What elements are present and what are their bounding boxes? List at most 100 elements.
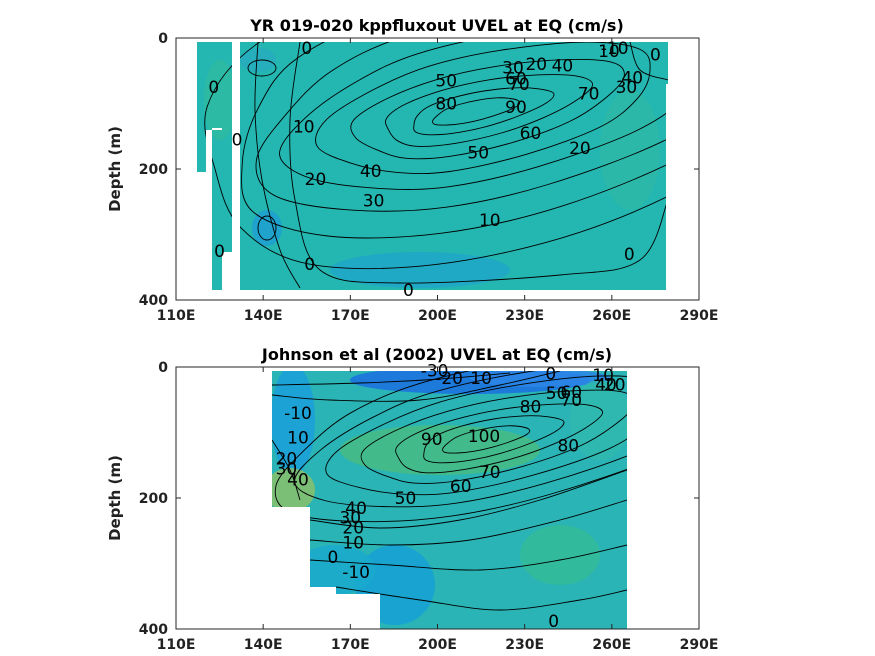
- chart-title: Johnson et al (2002) UVEL at EQ (cm/s): [261, 345, 612, 364]
- contour-label: -10: [601, 39, 629, 59]
- contour-label: 30: [339, 509, 361, 529]
- shade: [272, 371, 315, 475]
- contour-label: 20: [342, 519, 364, 539]
- contour-label: 60: [450, 477, 472, 497]
- contour-label: 50: [467, 144, 489, 164]
- contour-line: [204, 42, 668, 270]
- shade: [295, 545, 375, 595]
- contour-line: [360, 389, 627, 484]
- contour-label: 10: [470, 369, 492, 389]
- y-axis-label: Depth (m): [106, 126, 124, 212]
- contour-label: 20: [276, 450, 298, 470]
- contour-line: [272, 439, 301, 501]
- contour-line: [629, 42, 668, 81]
- contour-label: 10: [287, 429, 309, 449]
- contour-line: [309, 469, 627, 529]
- contour-label: 50: [435, 72, 457, 92]
- contour-line: [335, 586, 627, 611]
- contour-line: [272, 372, 511, 386]
- contour-line: [254, 42, 301, 289]
- contour-line: [279, 42, 668, 190]
- x-tick-label: 230E: [505, 308, 544, 324]
- velocity-field: [197, 42, 668, 290]
- y-tick-label: 400: [139, 622, 168, 638]
- contour-label: -30: [421, 361, 449, 381]
- contour-label: 10: [293, 117, 315, 137]
- contour-label: 60: [505, 70, 527, 90]
- x-tick-label: 230E: [505, 637, 544, 653]
- shade: [520, 525, 600, 585]
- contour-label: 40: [595, 376, 617, 396]
- x-tick-label: 290E: [680, 308, 719, 324]
- x-tick-label: 260E: [592, 308, 631, 324]
- contour-line: [350, 59, 625, 160]
- contour-label: 70: [560, 391, 582, 411]
- shade: [600, 90, 660, 210]
- contour-label: 20: [604, 376, 626, 396]
- contour-line: [274, 371, 627, 523]
- contour-line: [395, 403, 604, 474]
- contour-label: 80: [520, 397, 542, 417]
- contour-label: 0: [624, 245, 635, 265]
- y-tick-label: 200: [139, 491, 168, 507]
- contour-label: 40: [621, 68, 643, 88]
- y-tick-label: 400: [139, 293, 168, 309]
- shade: [330, 252, 510, 288]
- contour-label: 30: [616, 78, 638, 98]
- contour-line: [325, 375, 627, 496]
- contour-label: 10: [342, 534, 364, 554]
- x-tick-label: 140E: [244, 637, 283, 653]
- contour-label: 30: [502, 59, 524, 79]
- contour-line: [289, 42, 668, 284]
- contour-label: 0: [214, 242, 225, 262]
- x-tick-label: 260E: [592, 637, 631, 653]
- contour-label: 80: [557, 437, 579, 457]
- contour-label: 30: [363, 191, 385, 211]
- contour-label: 0: [301, 39, 312, 59]
- contour-label: -20: [435, 369, 463, 389]
- x-tick-label: 200E: [418, 308, 457, 324]
- contour-label: 100: [468, 427, 500, 447]
- contour-label: 0: [208, 78, 219, 98]
- x-tick-label: 290E: [680, 637, 719, 653]
- contour-line: [315, 42, 651, 175]
- contour-label: 40: [287, 471, 309, 491]
- shade: [252, 210, 282, 246]
- contour-line: [423, 415, 565, 464]
- contour-label: 0: [232, 131, 243, 151]
- contour-label: 60: [560, 383, 582, 403]
- x-tick-label: 170E: [331, 308, 370, 324]
- y-tick-label: 0: [158, 31, 168, 47]
- x-tick-label: 140E: [244, 308, 283, 324]
- contour-label: 0: [327, 548, 338, 568]
- contour-label: 90: [421, 430, 443, 450]
- contour-label: 20: [525, 55, 547, 75]
- contour-line: [247, 59, 277, 77]
- contour-label: 40: [360, 162, 382, 182]
- contour-line: [309, 499, 627, 546]
- contour-label: 40: [552, 57, 574, 77]
- contour-label: 0: [403, 281, 414, 301]
- contour-label: 50: [395, 489, 417, 509]
- contour-line: [432, 97, 521, 126]
- contour-label: 40: [345, 499, 367, 519]
- contour-label: -10: [284, 404, 312, 424]
- contour-line: [241, 42, 668, 239]
- y-axis-label: Depth (m): [106, 455, 124, 541]
- contour-label: -10: [342, 563, 370, 583]
- contour-line: [257, 215, 277, 241]
- contour-label: 70: [578, 85, 600, 105]
- contour-label: 0: [304, 255, 315, 275]
- contour-line: [385, 74, 594, 147]
- contour-label: 30: [276, 460, 298, 480]
- contour-label: 20: [569, 139, 591, 159]
- contour-line: [272, 371, 561, 402]
- x-tick-label: 110E: [157, 308, 196, 324]
- contour-label: 90: [505, 98, 527, 118]
- contour-line: [255, 42, 668, 212]
- contour-label: 20: [305, 170, 327, 190]
- contour-label: 10: [592, 366, 614, 386]
